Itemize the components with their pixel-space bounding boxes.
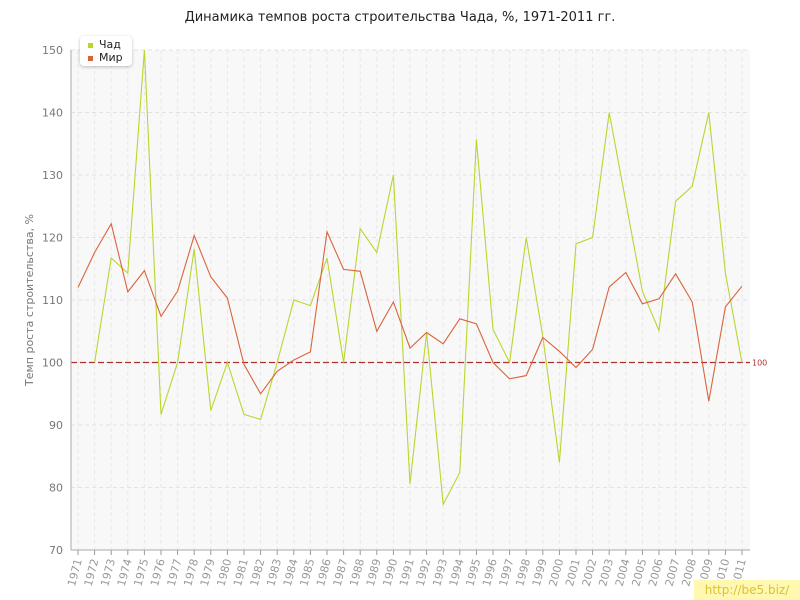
watermark: http://be5.biz/ (694, 580, 800, 600)
series-lines (77, 49, 743, 507)
chart-title: Динамика темпов роста строительства Чада… (184, 10, 616, 25)
legend-item-chad: Чад (88, 38, 121, 51)
legend-label-chad: Чад (99, 38, 121, 51)
y-tick-label: 150 (42, 44, 63, 57)
y-tick-label: 90 (49, 419, 63, 432)
legend-swatch-world (88, 55, 93, 61)
reference-line-group: 100 (71, 359, 767, 368)
series-line-chad (94, 49, 743, 507)
series-line-world (77, 222, 743, 402)
legend-swatch-chad (88, 42, 93, 48)
legend: Чад Мир (80, 36, 132, 66)
y-tick-label: 70 (49, 544, 63, 557)
y-tick-label: 130 (42, 169, 63, 182)
y-tick-label: 80 (49, 482, 63, 495)
y-axis-label: Темп роста строительства, % (23, 214, 36, 387)
y-tick-label: 110 (42, 294, 63, 307)
grid-lines (71, 49, 750, 550)
legend-item-world: Мир (88, 51, 123, 64)
legend-label-world: Мир (99, 51, 123, 64)
y-tick-label: 100 (42, 357, 63, 370)
y-tick-label: 120 (42, 232, 63, 245)
reference-line-label: 100 (752, 359, 767, 368)
y-tick-label: 140 (42, 107, 63, 120)
